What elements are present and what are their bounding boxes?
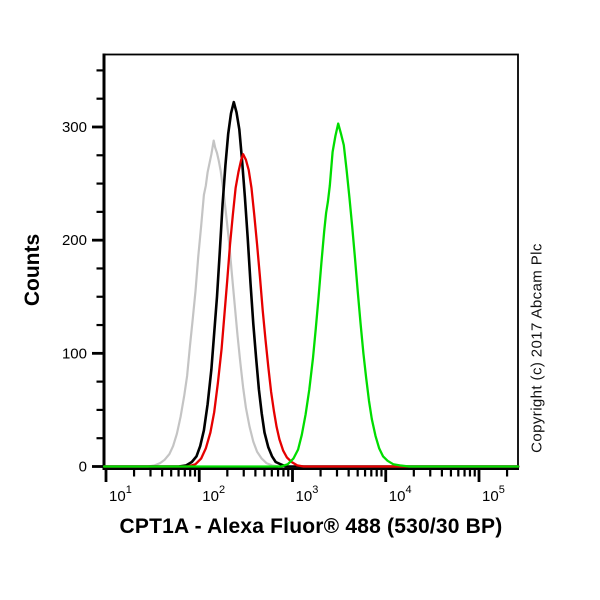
y-axis-ticks: 0 100 200 300 — [62, 69, 103, 476]
y-tick-label: 300 — [62, 119, 87, 136]
x-tick-label: 103 — [296, 484, 319, 505]
series-green-curve — [102, 122, 520, 468]
x-axis-ticks: 101 102 103 104 105 — [104, 469, 509, 505]
y-tick-label: 100 — [62, 345, 87, 362]
series-gray-curve — [102, 139, 520, 468]
copyright-text: Copyright (c) 2017 Abcam Plc — [528, 243, 546, 453]
series-red-curve — [102, 153, 520, 468]
x-axis-title: CPT1A - Alexa Fluor® 488 (530/30 BP) — [119, 515, 503, 538]
x-tick-label: 104 — [389, 484, 412, 505]
plot-border — [103, 53, 519, 470]
y-axis-title: Counts — [21, 233, 44, 307]
x-tick-label: 101 — [109, 484, 132, 505]
axes — [102, 53, 519, 470]
y-tick-label: 0 — [79, 459, 87, 476]
series-black-curve — [102, 100, 520, 468]
y-tick-label: 200 — [62, 232, 87, 249]
x-tick-label: 102 — [202, 484, 225, 505]
x-tick-label: 105 — [482, 484, 505, 505]
